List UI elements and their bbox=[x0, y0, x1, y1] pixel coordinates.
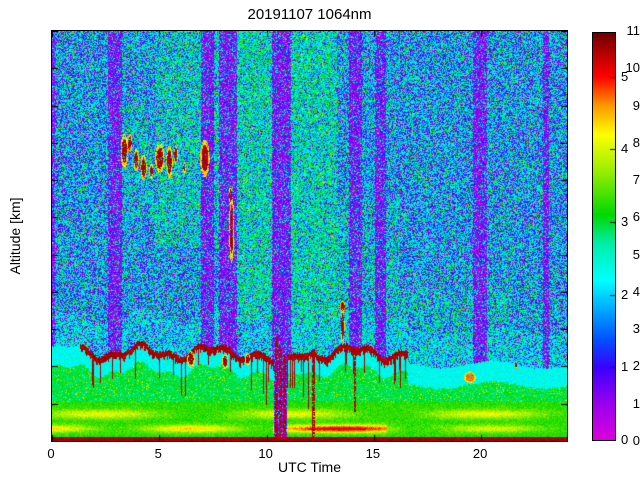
chart-title: 20191107 1064nm bbox=[247, 6, 372, 23]
y-tick-label: 3 bbox=[632, 321, 640, 337]
x-axis-label: UTC Time bbox=[278, 459, 341, 475]
y-tick-label: 0 bbox=[632, 433, 640, 448]
colorbar-tick-label: 2 bbox=[621, 286, 629, 302]
y-tick-label: 9 bbox=[632, 97, 640, 113]
y-tick-label: 11 bbox=[626, 23, 640, 38]
colorbar bbox=[592, 32, 616, 441]
colorbar-tick-label: 5 bbox=[621, 68, 629, 84]
colorbar-tick-label: 0 bbox=[621, 432, 629, 447]
colorbar-tick-label: 4 bbox=[621, 141, 629, 157]
y-axis-label: Altitude [km] bbox=[7, 197, 23, 275]
y-tick-label: 8 bbox=[632, 134, 640, 150]
y-tick-label: 5 bbox=[632, 246, 640, 262]
y-tick-label: 7 bbox=[632, 172, 640, 188]
colorbar-tick-label: 3 bbox=[621, 213, 629, 229]
y-tick-label: 10 bbox=[625, 60, 640, 76]
y-tick-label: 2 bbox=[632, 358, 640, 374]
colorbar-canvas bbox=[593, 33, 615, 440]
y-tick-label: 1 bbox=[632, 395, 640, 411]
y-tick-label: 6 bbox=[632, 209, 640, 225]
y-tick-label: 4 bbox=[632, 283, 640, 299]
heatmap-canvas bbox=[52, 31, 567, 441]
plot-area bbox=[51, 30, 568, 442]
colorbar-tick-label: 1 bbox=[621, 359, 629, 375]
